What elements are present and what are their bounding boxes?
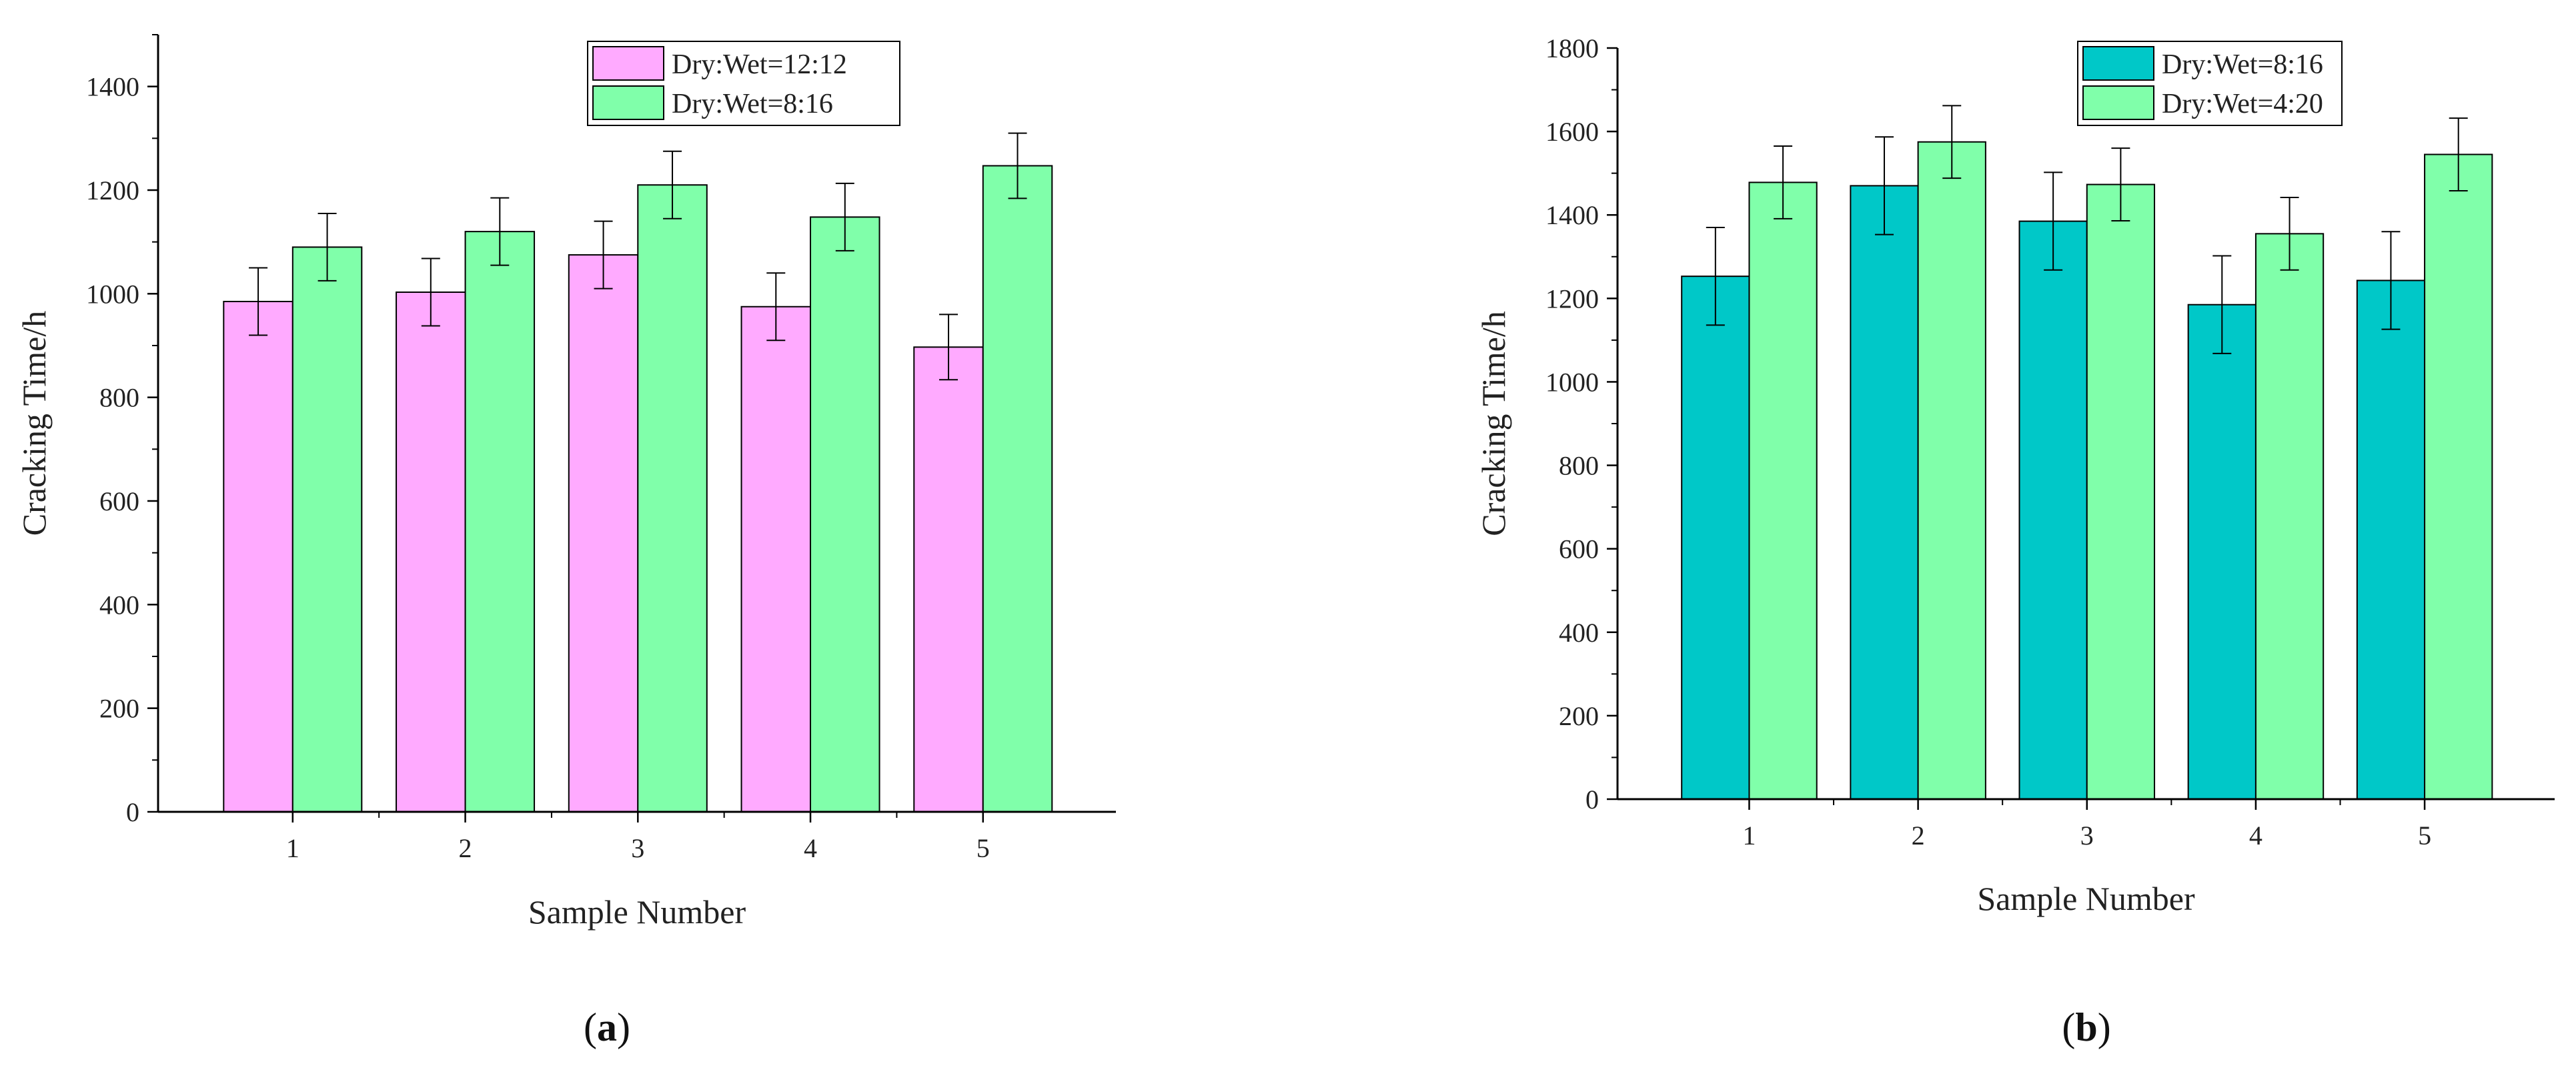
- legend-swatch-s2: [592, 85, 664, 120]
- y-tick-label-1400: 1400: [1545, 200, 1599, 230]
- y-tick-label-0: 0: [1585, 784, 1599, 815]
- y-tick-label-1000: 1000: [1545, 367, 1599, 397]
- legend-swatch-s2: [2082, 85, 2154, 120]
- bar-s1-cat4: [2187, 304, 2257, 800]
- x-tick-label-4: 4: [804, 833, 817, 863]
- bar-s1-cat5: [2356, 280, 2426, 800]
- x-axis-title: Sample Number: [528, 893, 746, 931]
- y-tick-label-0: 0: [126, 797, 139, 827]
- y-tick-label-600: 600: [1559, 534, 1599, 564]
- x-tick-label-1: 1: [286, 833, 299, 863]
- y-tick-label-600: 600: [99, 486, 139, 516]
- y-tick-label-200: 200: [99, 694, 139, 724]
- legend-label-s2: Dry:Wet=8:16: [672, 89, 833, 119]
- y-tick-label-1600: 1600: [1545, 117, 1599, 147]
- y-tick-label-1200: 1200: [86, 175, 139, 205]
- x-tick-label-4: 4: [2249, 821, 2263, 851]
- bar-s2-cat5: [2424, 153, 2493, 800]
- y-tick-label-800: 800: [1559, 451, 1599, 481]
- bar-s1-cat2: [396, 292, 466, 813]
- y-tick-label-400: 400: [1559, 618, 1599, 648]
- y-tick-label-200: 200: [1559, 701, 1599, 731]
- x-tick-label-3: 3: [631, 833, 644, 863]
- bar-s2-cat5: [982, 165, 1053, 813]
- panel-label-a: (a): [584, 1005, 630, 1049]
- bar-s2-cat4: [2255, 233, 2325, 800]
- panel-label-b: (b): [2062, 1005, 2110, 1049]
- y-tick-label-1800: 1800: [1545, 33, 1599, 63]
- y-tick-label-1000: 1000: [86, 279, 139, 309]
- y-tick-label-800: 800: [99, 383, 139, 413]
- bar-s1-cat3: [568, 254, 639, 813]
- bar-s1-cat5: [913, 346, 984, 813]
- panel-b-chart: 0 200 400 600 800 1000 1200 1400 1600 1800 1 2 3 4 5 Sa…: [1475, 33, 2555, 1049]
- x-tick-label-2: 2: [1912, 821, 1925, 851]
- bar-s1-cat2: [1850, 185, 1919, 800]
- y-axis-title: Cracking Time/h: [1475, 311, 1512, 536]
- panel-a-chart: 0 200 400 600 800 1000 1200 1400 1 2 3 4 5 Sample Num…: [15, 34, 1116, 1049]
- x-tick-label-5: 5: [2418, 821, 2431, 851]
- x-tick-label-2: 2: [459, 833, 472, 863]
- x-axis-title: Sample Number: [1977, 880, 2195, 917]
- bar-s2-cat3: [2086, 183, 2156, 800]
- x-tick-label-5: 5: [977, 833, 990, 863]
- bar-s2-cat4: [810, 216, 880, 813]
- bar-s2-cat3: [637, 184, 708, 813]
- x-tick-label-3: 3: [2080, 821, 2094, 851]
- y-tick-label-400: 400: [99, 590, 139, 620]
- y-axis-title: Cracking Time/h: [15, 311, 53, 536]
- legend-label-s1: Dry:Wet=8:16: [2162, 49, 2323, 80]
- legend-label-s1: Dry:Wet=12:12: [672, 49, 847, 80]
- bar-s2-cat1: [1748, 181, 1818, 800]
- bar-s1-cat1: [1681, 276, 1750, 800]
- x-tick-label-1: 1: [1742, 821, 1756, 851]
- bar-s1-cat3: [2018, 220, 2088, 800]
- legend-label-s2: Dry:Wet=4:20: [2162, 89, 2323, 119]
- y-tick-label-1200: 1200: [1545, 284, 1599, 314]
- y-tick-label-1400: 1400: [86, 72, 139, 102]
- bar-s1-cat4: [740, 306, 812, 813]
- bar-s2-cat1: [291, 246, 363, 813]
- legend-swatch-s1: [2082, 46, 2154, 81]
- bar-s2-cat2: [1917, 141, 1986, 800]
- bar-s2-cat2: [464, 231, 536, 813]
- bar-s1-cat1: [223, 300, 293, 813]
- legend-swatch-s1: [592, 46, 664, 81]
